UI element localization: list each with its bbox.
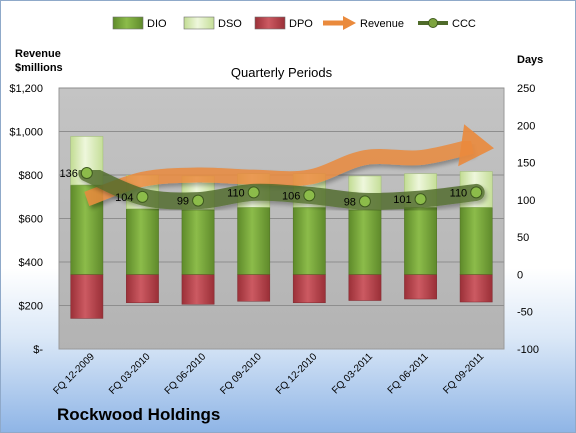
right-tick-label: 50	[517, 232, 529, 244]
bar-dpo	[292, 274, 326, 304]
bar-dpo	[181, 274, 215, 305]
bar-dpo	[459, 274, 493, 303]
category-label: FQ 09-2011	[441, 351, 486, 396]
right-axis-label: Days	[517, 54, 543, 66]
bar-dio	[237, 207, 271, 275]
bar-dpo	[348, 274, 382, 301]
bar-dpo	[404, 274, 437, 300]
legend-swatch-dso	[183, 16, 215, 30]
left-tick-label: $1,200	[9, 83, 43, 95]
category-label: FQ 06-2011	[386, 351, 431, 396]
right-tick-label: 100	[517, 195, 535, 207]
right-tick-label: 200	[517, 120, 535, 132]
bar-dio	[404, 207, 437, 275]
legend-label-ccc: CCC	[452, 18, 476, 30]
revenue-line	[84, 138, 474, 206]
ccc-point	[192, 194, 205, 207]
category-label: FQ 03-2011	[330, 351, 375, 396]
right-tick-label: 250	[517, 83, 535, 95]
bar-dio	[459, 207, 493, 275]
ccc-data-label: 104	[115, 192, 133, 204]
left-tick-label: $400	[19, 257, 43, 269]
left-tick-label: $-	[33, 344, 43, 356]
left-tick-label: $1,000	[9, 127, 43, 139]
bar-dio	[292, 207, 326, 275]
right-tick-label: 150	[517, 158, 535, 170]
left-axis-label-line1: Revenue	[15, 48, 61, 60]
legend-swatch-dpo	[254, 16, 286, 30]
right-tick-label: -100	[517, 344, 539, 356]
category-label: FQ 09-2010	[218, 351, 264, 397]
ccc-point	[470, 186, 483, 199]
left-tick-label: $200	[19, 301, 43, 313]
ccc-point	[80, 167, 93, 180]
ccc-point	[358, 195, 371, 208]
category-label: FQ 12-2009	[51, 351, 97, 397]
legend-arrowhead-revenue	[343, 16, 356, 30]
legend-label-revenue: Revenue	[360, 18, 404, 30]
ccc-point	[136, 190, 149, 203]
ccc-data-label: 98	[344, 196, 356, 208]
ccc-data-label: 110	[450, 187, 468, 199]
ccc-point	[247, 186, 260, 199]
chart-title: Quarterly Periods	[231, 65, 333, 80]
ccc-data-label: 99	[177, 196, 189, 208]
bar-dpo	[126, 274, 159, 304]
bar-dio	[181, 209, 215, 275]
ccc-point	[414, 193, 427, 206]
ccc-data-label: 106	[282, 190, 300, 202]
bar-dio	[126, 208, 159, 275]
legend-swatch-dio	[112, 16, 144, 30]
bar-dpo	[70, 274, 104, 319]
legend-label-dso: DSO	[218, 18, 242, 30]
legend-label-dpo: DPO	[289, 18, 313, 30]
category-label: FQ 03-2010	[107, 351, 153, 397]
right-tick-label: 0	[517, 269, 523, 281]
left-tick-label: $600	[19, 214, 43, 226]
legend-marker-ccc	[428, 18, 438, 28]
right-tick-label: -50	[517, 307, 533, 319]
ccc-data-label: 136	[59, 168, 77, 180]
left-axis-label-line2: $millions	[15, 62, 63, 74]
legend-label-dio: DIO	[147, 18, 167, 30]
category-label: FQ 12-2010	[274, 351, 320, 397]
ccc-point	[303, 189, 316, 202]
bar-dpo	[237, 274, 271, 302]
category-label: FQ 06-2010	[163, 351, 209, 397]
left-tick-label: $800	[19, 170, 43, 182]
revenue-arrowhead	[458, 124, 494, 167]
bar-dio	[348, 209, 382, 275]
company-name: Rockwood Holdings	[57, 405, 221, 424]
ccc-data-label: 101	[393, 194, 411, 206]
ccc-data-label: 110	[227, 187, 245, 199]
